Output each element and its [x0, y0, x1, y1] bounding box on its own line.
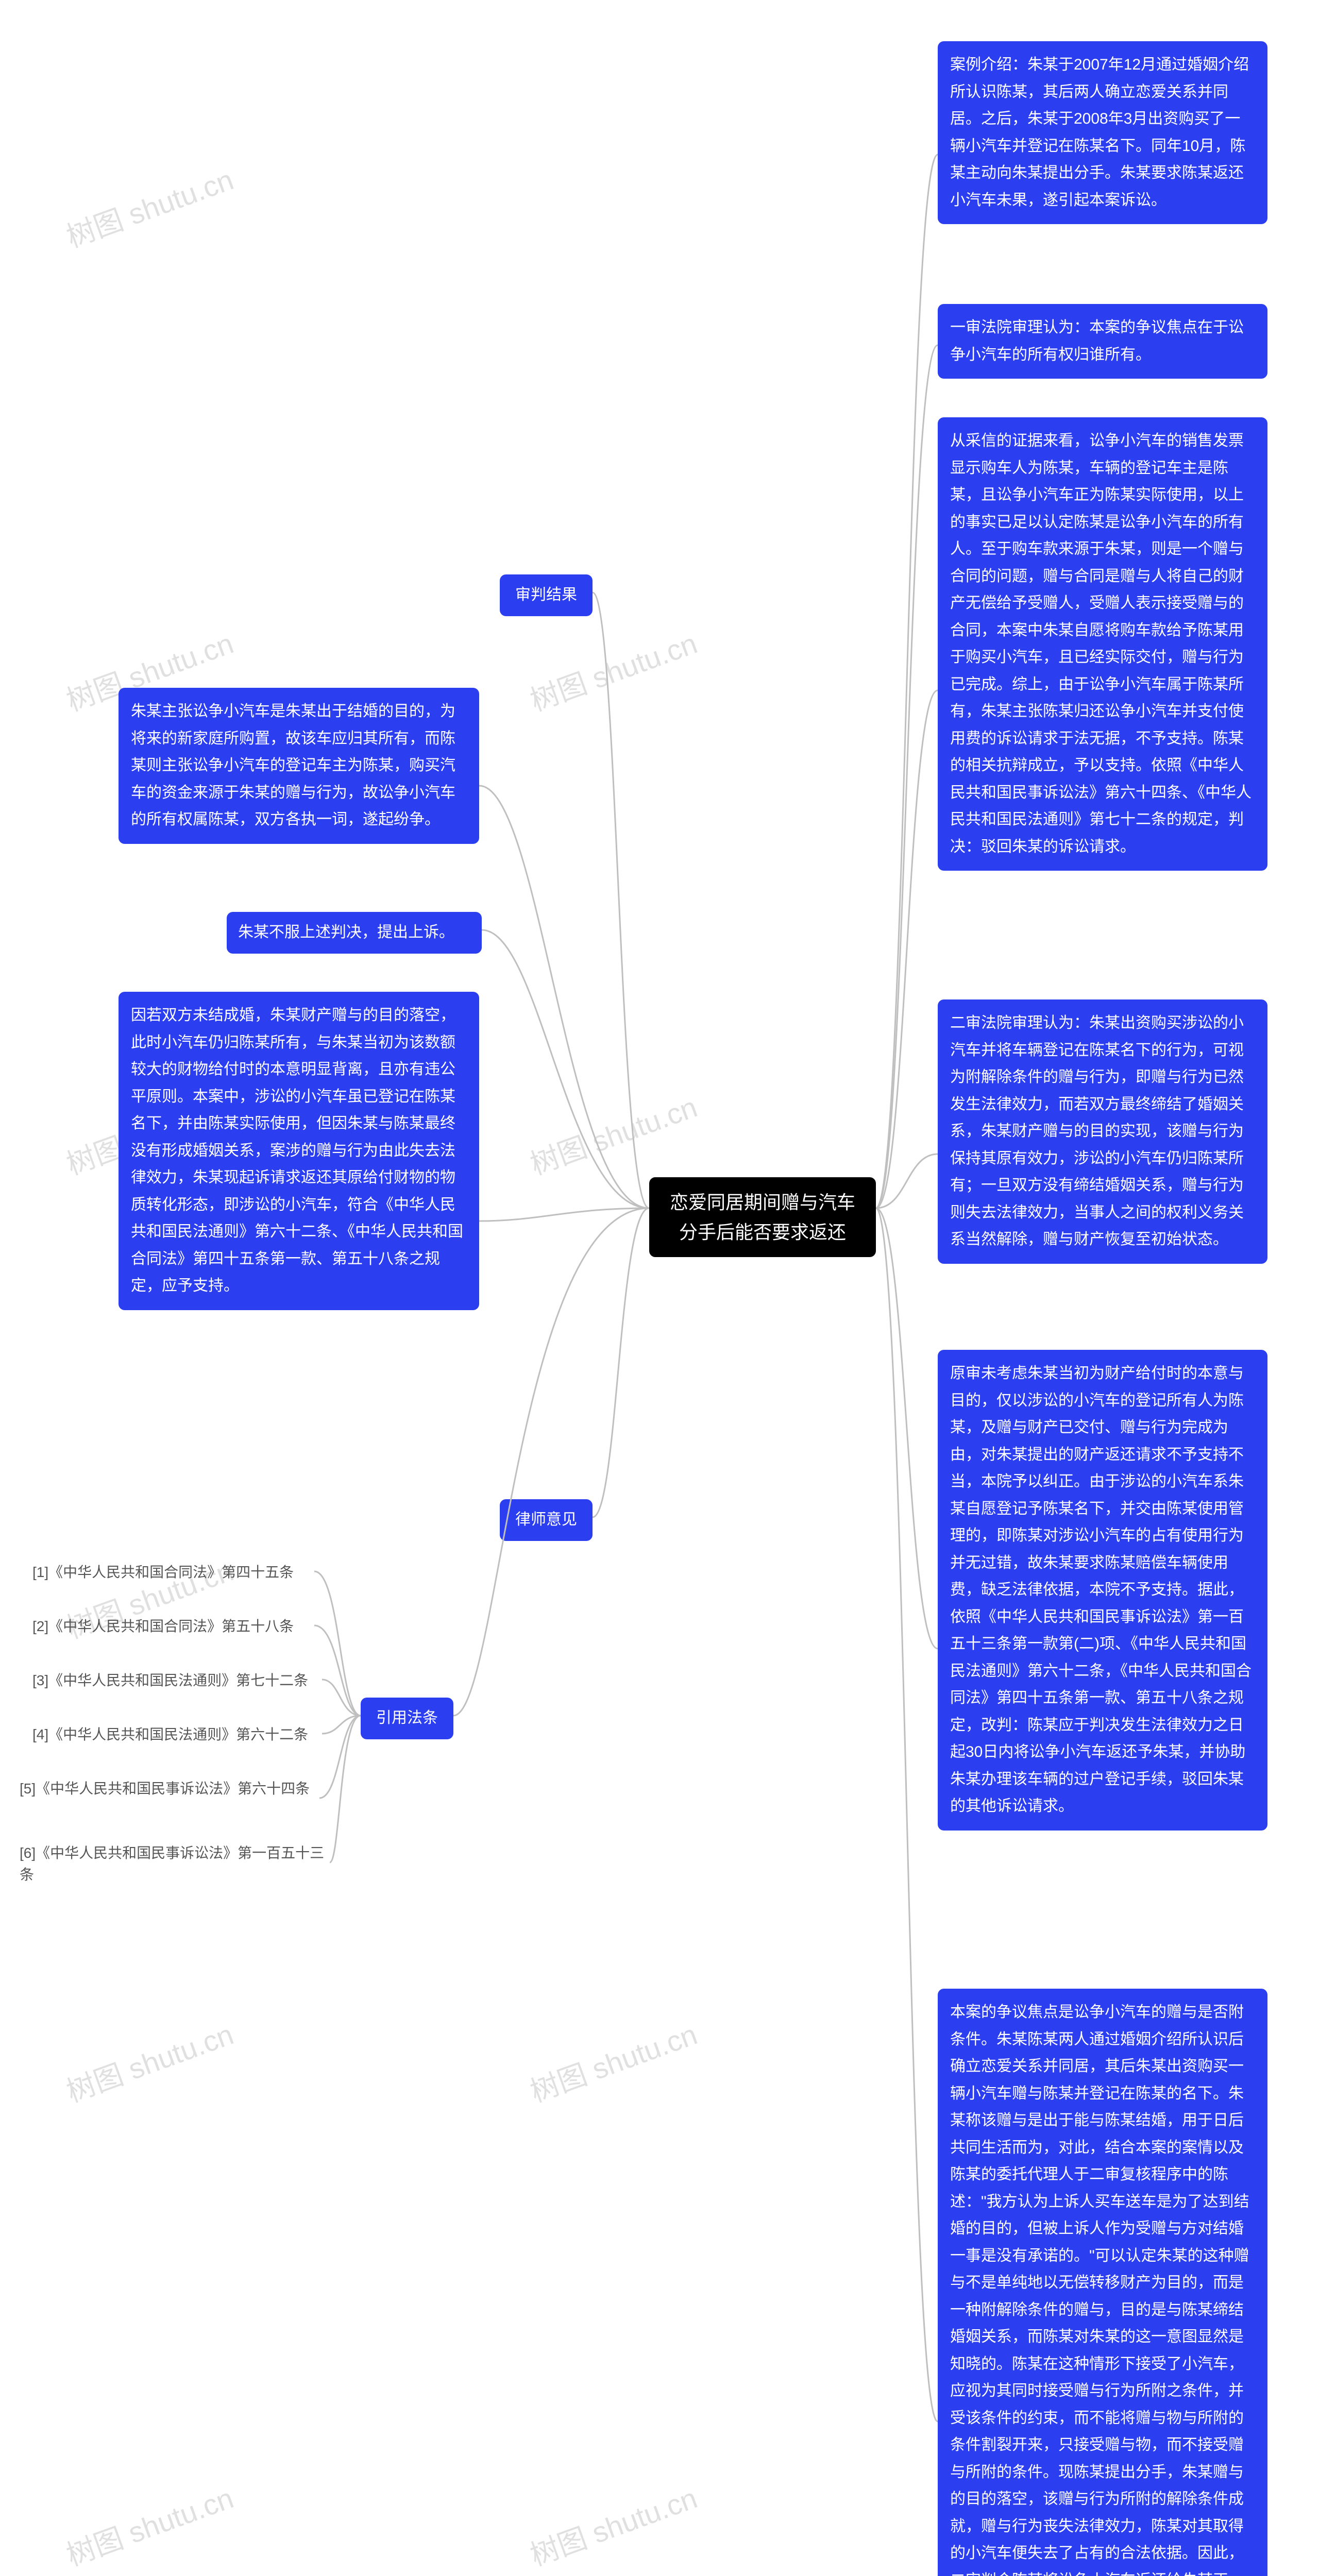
node-first-instance-detail: 从采信的证据来看，讼争小汽车的销售发票显示购车人为陈某，车辆的登记车主是陈某，且…	[938, 417, 1267, 871]
law-item-2: [2]《中华人民共和国合同法》第五十八条	[28, 1613, 312, 1640]
node-case-intro: 案例介绍：朱某于2007年12月通过婚姻介绍所认识陈某，其后两人确立恋爱关系并同…	[938, 41, 1267, 224]
watermark: 树图 shutu.cn	[523, 2475, 702, 2574]
node-reasoning: 因若双方未结成婚，朱某财产赠与的目的落空，此时小汽车仍归陈某所有，与朱某当初为该…	[119, 992, 479, 1310]
law-item-6: [6]《中华人民共和国民事诉讼法》第一百五十三条	[15, 1839, 330, 1889]
watermark: 树图 shutu.cn	[60, 2475, 239, 2574]
node-cited-laws: 引用法条	[361, 1698, 453, 1739]
watermark: 树图 shutu.cn	[523, 1084, 702, 1183]
law-item-3: [3]《中华人民共和国民法通则》第七十二条	[28, 1667, 322, 1694]
node-lawyer-opinion: 律师意见	[500, 1499, 593, 1541]
watermark: 树图 shutu.cn	[523, 620, 702, 719]
center-topic: 恋爱同居期间赠与汽车分手后能否要求返还	[649, 1177, 876, 1257]
law-item-4: [4]《中华人民共和国民法通则》第六十二条	[28, 1721, 322, 1749]
node-dispute-focus: 本案的争议焦点是讼争小汽车的赠与是否附条件。朱某陈某两人通过婚姻介绍所认识后确立…	[938, 1989, 1267, 2576]
watermark: 树图 shutu.cn	[60, 157, 239, 256]
watermark: 树图 shutu.cn	[523, 2011, 702, 2110]
watermark: 树图 shutu.cn	[60, 2011, 239, 2110]
node-trial-result: 审判结果	[500, 574, 593, 616]
node-appeal: 朱某不服上述判决，提出上诉。	[227, 912, 482, 954]
node-second-instance: 二审法院审理认为：朱某出资购买涉讼的小汽车并将车辆登记在陈某名下的行为，可视为附…	[938, 999, 1267, 1264]
node-first-instance-focus: 一审法院审理认为：本案的争议焦点在于讼争小汽车的所有权归谁所有。	[938, 304, 1267, 379]
node-second-instance-detail: 原审未考虑朱某当初为财产给付时的本意与目的，仅以涉讼的小汽车的登记所有人为陈某，…	[938, 1350, 1267, 1831]
law-item-1: [1]《中华人民共和国合同法》第四十五条	[28, 1558, 312, 1586]
node-zhu-claim: 朱某主张讼争小汽车是朱某出于结婚的目的，为将来的新家庭所购置，故该车应归其所有，…	[119, 688, 479, 844]
law-item-5: [5]《中华人民共和国民事诉讼法》第六十四条	[15, 1775, 319, 1803]
